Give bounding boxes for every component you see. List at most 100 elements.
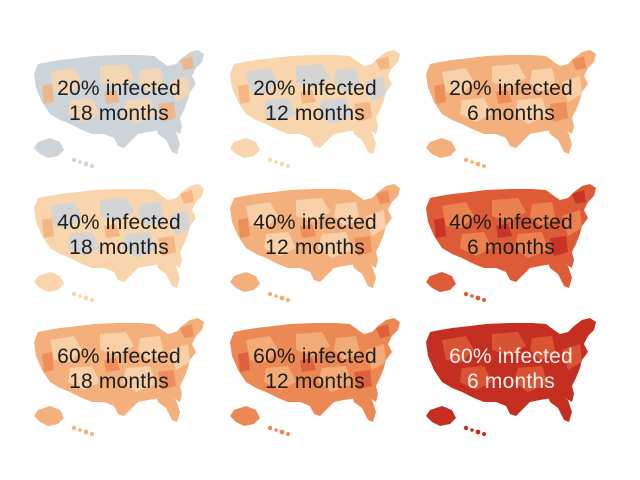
region-patch [334,68,360,92]
region-patch [562,76,582,102]
region-patch [562,344,582,370]
scenario-label: 40% infected 6 months [422,210,600,260]
region-patch [122,98,156,124]
region-shading [238,56,390,124]
region-patch [318,366,352,392]
region-patch [158,102,176,122]
region-patch [180,324,194,338]
florida-shape [352,126,376,154]
infected-percent: 40% infected [57,211,181,234]
region-shading [42,56,194,124]
region-patch [300,90,316,104]
region-patch [264,366,296,390]
us-map [230,318,400,436]
map-cell-40pct-6mo: 40% infected 6 months [422,176,612,304]
region-patch [238,84,250,104]
map-cell-40pct-18mo: 40% infected 18 months [30,176,220,304]
us-map [34,50,204,168]
region-patch [296,198,330,222]
region-patch [496,224,512,238]
alaska-shape [34,406,64,426]
florida-shape [352,260,376,288]
region-patch [170,344,190,370]
region-patch [354,236,372,256]
region-shading [434,324,586,392]
region-patch [514,366,548,392]
hawaii-island [267,425,273,431]
hawaii-island [475,429,481,435]
hawaii-island [279,161,285,167]
region-patch [572,324,586,338]
hawaii-island [274,428,278,432]
region-patch [434,352,446,372]
hawaii-island [482,164,486,168]
region-shading [434,190,586,258]
florida-shape [156,260,180,288]
duration: 6 months [467,102,555,125]
region-patch [334,202,360,226]
hawaii-island [267,157,273,163]
region-patch [514,232,548,258]
duration: 12 months [265,102,365,125]
us-map [230,50,400,168]
region-shading [238,190,390,258]
map-cell-60pct-6mo: 60% infected 6 months [422,310,612,438]
region-patch [296,332,330,356]
hawaii-island [470,428,474,432]
region-patch [158,370,176,390]
us-map [426,50,596,168]
scenario-label: 40% infected 12 months [226,210,404,260]
map-cell-40pct-12mo: 40% infected 12 months [226,176,416,304]
duration: 6 months [467,370,555,393]
alaska-shape [230,272,260,292]
hawaii-island [482,432,486,436]
infected-percent: 60% infected [57,345,181,368]
region-patch [158,236,176,256]
hawaii-island [71,425,77,431]
infected-percent: 60% infected [253,345,377,368]
us-map [34,318,204,436]
alaska-shape [34,138,64,158]
hawaii-island [470,160,474,164]
infected-percent: 40% infected [253,211,377,234]
hawaii-island [274,160,278,164]
scenario-label: 60% infected 18 months [30,344,208,394]
alaska-shape [426,272,456,292]
hawaii-island [78,294,82,298]
region-patch [138,68,164,92]
infected-percent: 20% infected [57,77,181,100]
hawaii-island [286,164,290,168]
region-patch [238,352,250,372]
hawaii-island [475,295,481,301]
region-patch [354,370,372,390]
region-patch [496,90,512,104]
region-patch [376,56,390,70]
hawaii-island [286,432,290,436]
region-patch [42,218,54,238]
region-patch [100,198,134,222]
hawaii-island [83,161,89,167]
region-patch [366,76,386,102]
hawaii-island [78,160,82,164]
region-patch [530,336,556,360]
region-patch [246,202,278,228]
hawaii-island [274,294,278,298]
hawaii-island [463,425,469,431]
us-map [426,318,596,436]
map-grid: 20% infected 18 months 20% infected 12 m… [30,42,620,442]
region-patch [122,366,156,392]
scenario-label: 20% infected 6 months [422,76,600,126]
region-patch [376,190,390,204]
region-patch [434,84,446,104]
region-patch [180,190,194,204]
alaska-shape [230,138,260,158]
us-map [230,184,400,302]
florida-shape [548,394,572,422]
hawaii-island [90,432,94,436]
us-map [34,184,204,302]
scenario-label: 20% infected 12 months [226,76,404,126]
alaska-shape [34,272,64,292]
map-cell-20pct-6mo: 20% infected 6 months [422,42,612,170]
region-patch [572,56,586,70]
hawaii-island [90,298,94,302]
